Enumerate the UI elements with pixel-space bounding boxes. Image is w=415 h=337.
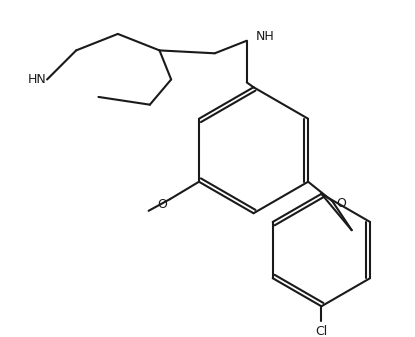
Text: NH: NH [256,30,274,43]
Text: O: O [157,197,167,211]
Text: HN: HN [28,73,46,86]
Text: Cl: Cl [315,325,327,337]
Text: O: O [336,196,346,210]
